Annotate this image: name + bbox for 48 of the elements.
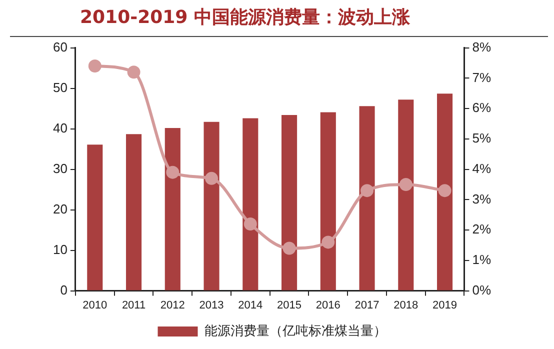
y2-tick-label: 1%: [472, 252, 492, 268]
point: [88, 60, 102, 73]
y-tick-label: 10: [52, 242, 68, 257]
y2-tick-label: 5%: [472, 130, 492, 146]
bar: [282, 115, 298, 290]
y2-tick-label: 2%: [472, 222, 492, 237]
x-tick-label: 2010: [82, 299, 108, 312]
x-tick-label: 2012: [160, 299, 185, 312]
x-tick-label: 2017: [354, 299, 380, 312]
chart-title: 2010-2019 中国能源消费量：波动上涨: [10, 0, 548, 37]
y2-tick-label: 3%: [472, 191, 492, 206]
y-tick-label: 40: [52, 120, 68, 136]
y-tick-label: 60: [52, 39, 68, 54]
y2-tick-label: 4%: [472, 160, 492, 176]
y2-tick-label: 6%: [472, 100, 492, 116]
point: [282, 242, 296, 255]
y2-tick-label: 0%: [472, 282, 492, 298]
point: [166, 166, 180, 179]
point: [438, 184, 452, 198]
x-tick-label: 2015: [277, 299, 302, 312]
point: [360, 184, 374, 198]
x-tick-label: 2019: [432, 299, 458, 312]
point: [244, 217, 257, 230]
point: [399, 178, 412, 191]
x-tick-label: 2018: [394, 299, 418, 312]
bar: [242, 118, 258, 290]
y2-tick-label: 8%: [472, 39, 492, 54]
bar: [320, 112, 336, 290]
bar: [359, 106, 375, 290]
x-tick-label: 2013: [199, 299, 224, 312]
bar: [398, 100, 414, 290]
bar: [437, 94, 453, 290]
point: [127, 66, 140, 79]
point: [205, 172, 218, 185]
y-tick-label: 20: [52, 201, 68, 216]
y-tick-label: 50: [52, 80, 68, 95]
x-tick-label: 2014: [238, 299, 263, 312]
bar: [126, 134, 142, 290]
bar: [87, 144, 103, 290]
point: [322, 236, 335, 249]
legend-label: 能源消费量（亿吨标准煤当量）: [204, 323, 386, 338]
bar: [164, 128, 180, 290]
y-tick-label: 30: [52, 160, 68, 176]
x-tick-label: 2016: [316, 299, 340, 312]
y2-tick-label: 7%: [472, 70, 492, 85]
y-tick-label: 0: [60, 282, 68, 298]
x-tick-label: 2011: [122, 299, 146, 312]
bar: [204, 122, 220, 290]
